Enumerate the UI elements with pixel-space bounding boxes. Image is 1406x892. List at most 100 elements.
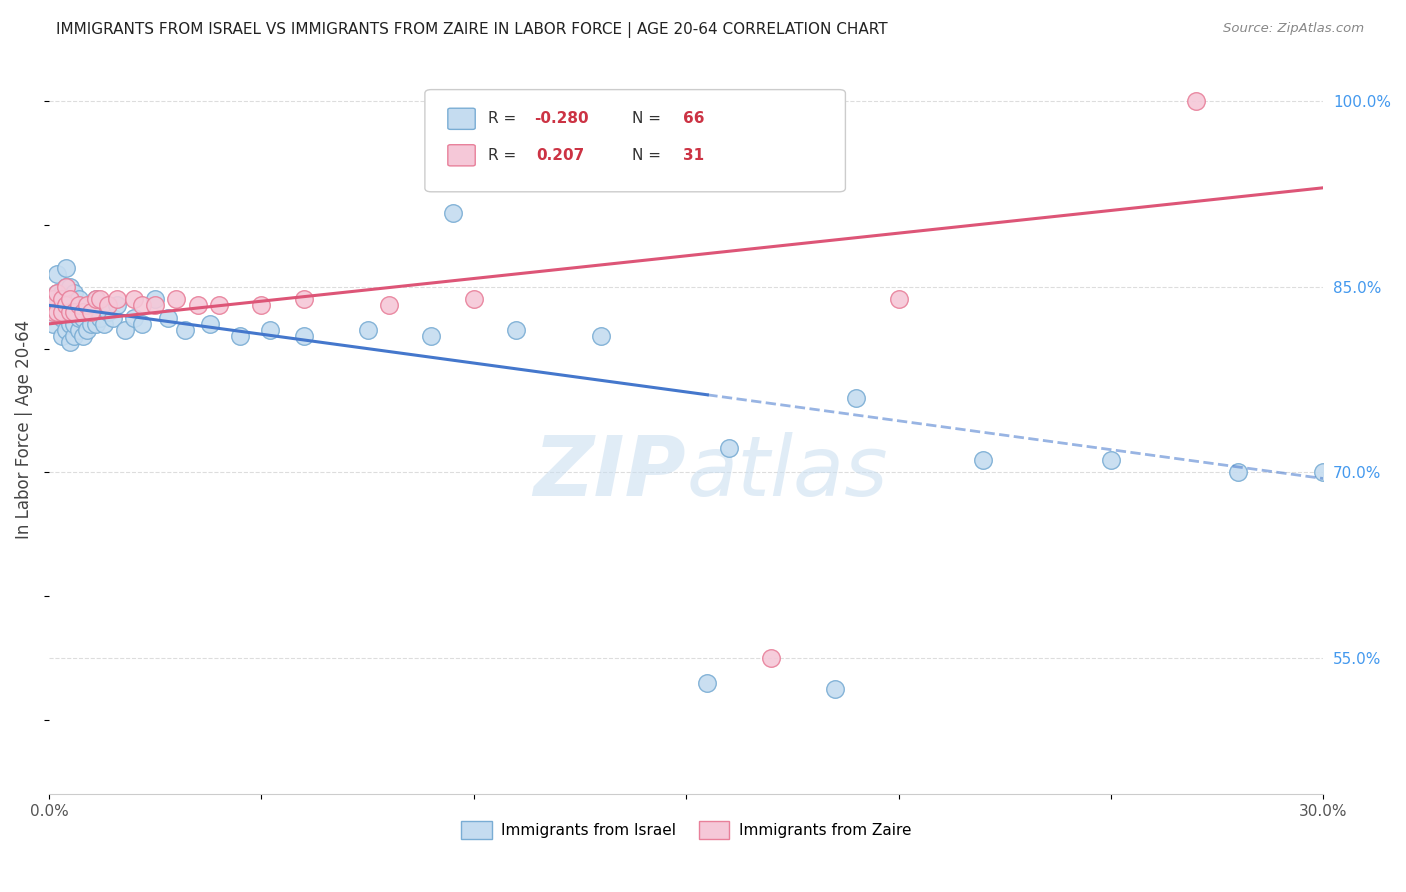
Point [59,317,82,331]
Point [250,298,273,312]
Text: N =: N = [631,148,666,163]
Text: ZIP: ZIP [533,433,686,513]
Text: Source: ZipAtlas.com: Source: ZipAtlas.com [1223,22,1364,36]
Point [59,304,82,318]
Point [67,323,90,337]
Point [200,317,222,331]
Point [97,298,120,312]
Point [80,304,103,318]
Point [824,681,846,696]
Point [131,298,153,312]
Point [80,317,103,331]
Text: atlas: atlas [686,433,887,513]
Y-axis label: In Labor Force | Age 20-64: In Labor Force | Age 20-64 [15,319,32,539]
Point [67,310,90,325]
Point [84,292,107,306]
Point [51,310,73,325]
Point [59,335,82,350]
Point [1099,453,1122,467]
Point [505,323,527,337]
Point [101,310,124,325]
Point [63,285,86,300]
Point [156,310,179,325]
Point [122,310,145,325]
Point [55,298,77,312]
Point [696,675,718,690]
Point [84,317,107,331]
Point [46,268,69,282]
Point [46,304,69,318]
Text: 0.207: 0.207 [537,148,585,163]
Point [292,329,315,343]
Point [55,261,77,276]
Point [42,317,65,331]
Point [42,292,65,306]
Point [55,279,77,293]
Point [80,298,103,312]
Legend: Immigrants from Israel, Immigrants from Zaire: Immigrants from Israel, Immigrants from … [456,815,917,845]
Point [93,317,115,331]
Point [887,292,910,306]
Point [972,453,994,467]
Point [42,304,65,318]
Text: 31: 31 [683,148,704,163]
FancyBboxPatch shape [449,108,475,129]
Text: -0.280: -0.280 [534,112,589,127]
Point [46,285,69,300]
Point [97,304,120,318]
Point [1227,466,1250,480]
Point [72,310,94,325]
Point [55,304,77,318]
Point [441,205,464,219]
Point [356,323,378,337]
Point [51,285,73,300]
Point [46,285,69,300]
Point [292,292,315,306]
Point [122,292,145,306]
Point [51,329,73,343]
Text: R =: R = [488,148,522,163]
Point [72,304,94,318]
Point [51,304,73,318]
Point [89,310,111,325]
Text: N =: N = [631,112,666,127]
Point [59,298,82,312]
Point [229,329,252,343]
Point [63,329,86,343]
Point [59,279,82,293]
Point [76,323,98,337]
Text: 66: 66 [683,112,704,127]
Point [1312,466,1334,480]
Point [105,298,128,312]
Point [59,292,82,306]
Point [55,323,77,337]
Point [463,292,485,306]
Point [143,298,166,312]
FancyBboxPatch shape [449,145,475,166]
Point [114,323,136,337]
Point [1185,94,1208,108]
Point [1398,471,1406,485]
Point [55,279,77,293]
Point [67,292,90,306]
Text: IMMIGRANTS FROM ISRAEL VS IMMIGRANTS FROM ZAIRE IN LABOR FORCE | AGE 20-64 CORRE: IMMIGRANTS FROM ISRAEL VS IMMIGRANTS FRO… [56,22,887,38]
Text: R =: R = [488,112,522,127]
Point [259,323,281,337]
Point [63,304,86,318]
Point [378,298,401,312]
Point [63,298,86,312]
Point [51,292,73,306]
FancyBboxPatch shape [425,89,845,192]
Point [187,298,209,312]
Point [72,329,94,343]
Point [67,298,90,312]
Point [174,323,197,337]
Point [42,292,65,306]
Point [76,298,98,312]
Point [165,292,187,306]
Point [591,329,613,343]
Point [105,292,128,306]
Point [63,317,86,331]
Point [420,329,443,343]
Point [76,304,98,318]
